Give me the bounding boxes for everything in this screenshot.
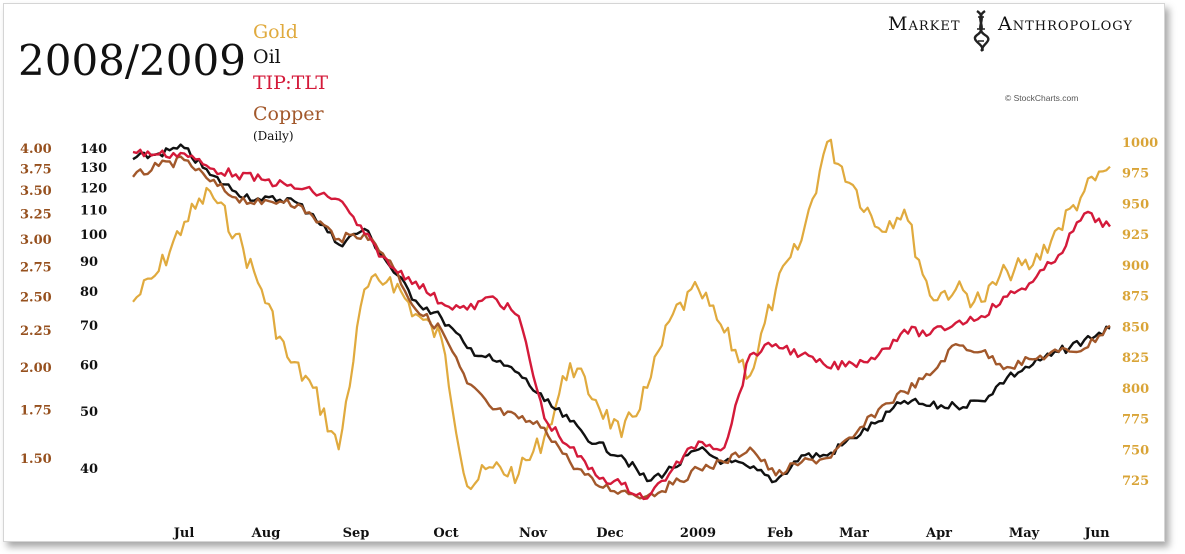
- x-tick-label: Aug: [251, 526, 281, 541]
- oil-tick-label: 140: [80, 142, 107, 157]
- series-line-copper: [132, 155, 1111, 500]
- chart-title: 2008/2009: [18, 36, 246, 85]
- copper-tick-label: 4.00: [20, 142, 52, 157]
- copper-tick-label: 2.25: [20, 324, 52, 339]
- oil-tick-label: 100: [80, 228, 107, 243]
- legend-tip-tlt: TIP:TLT: [253, 72, 328, 94]
- oil-tick-label: 130: [80, 161, 107, 176]
- copper-tick-label: 2.00: [20, 361, 52, 376]
- brand-word-1: Market: [888, 13, 961, 35]
- plot-area: [132, 138, 1111, 501]
- x-tick-label: Nov: [519, 526, 548, 541]
- series-line-gold: [132, 138, 1111, 491]
- gold-tick-label: 900: [1122, 259, 1149, 274]
- legend: Gold Oil TIP:TLT Copper: [253, 21, 328, 125]
- x-tick-label: Feb: [767, 526, 793, 541]
- copper-tick-label: 1.75: [20, 403, 52, 418]
- gold-tick-label: 1000: [1122, 136, 1158, 151]
- x-tick-label: Dec: [596, 526, 624, 541]
- x-tick-label: Jun: [1083, 526, 1110, 541]
- oil-tick-label: 120: [80, 181, 107, 196]
- legend-oil: Oil: [253, 46, 281, 68]
- copper-tick-label: 3.75: [20, 162, 52, 177]
- gold-tick-label: 725: [1122, 474, 1149, 489]
- gold-tick-label: 825: [1122, 351, 1149, 366]
- gold-tick-label: 800: [1122, 382, 1149, 397]
- gold-tick-label: 850: [1122, 320, 1149, 335]
- gold-tick-label: 875: [1122, 290, 1149, 305]
- series-line-oil: [132, 143, 1111, 484]
- copper-tick-label: 3.50: [20, 184, 52, 199]
- oil-tick-label: 70: [80, 319, 98, 334]
- oil-tick-label: 110: [80, 204, 107, 219]
- gold-tick-label: 750: [1122, 443, 1149, 458]
- chart-frame: [3, 3, 1165, 542]
- x-axis: Jul Aug Sep Oct Nov Dec 2009 Feb Mar Apr May Jun: [173, 526, 1110, 541]
- gold-axis: 1000 975 950 925 900 875 850 825 800 775 750 725: [1122, 136, 1158, 489]
- legend-copper: Copper: [253, 103, 325, 125]
- dna-helix-icon: [973, 10, 990, 52]
- chart-subtitle: (Daily): [253, 129, 294, 143]
- x-tick-label: Jul: [173, 526, 195, 541]
- x-tick-label: 2009: [680, 526, 716, 541]
- x-tick-label: Sep: [343, 526, 370, 541]
- gold-tick-label: 775: [1122, 413, 1149, 428]
- x-tick-label: May: [1009, 526, 1040, 541]
- gold-tick-label: 950: [1122, 197, 1149, 212]
- copper-tick-label: 1.50: [20, 452, 52, 467]
- copper-tick-label: 3.00: [20, 233, 52, 248]
- oil-tick-label: 50: [80, 405, 98, 420]
- oil-tick-label: 60: [80, 358, 98, 373]
- oil-tick-label: 40: [80, 462, 98, 477]
- oil-axis: 140 130 120 110 100 90 80 70 60 50 40: [80, 142, 107, 477]
- stockcharts-credit: © StockCharts.com: [1005, 93, 1078, 103]
- brand-word-2: Anthropology: [997, 13, 1133, 35]
- gold-tick-label: 975: [1122, 167, 1149, 182]
- legend-gold: Gold: [253, 21, 298, 43]
- oil-tick-label: 90: [80, 255, 98, 270]
- gold-tick-label: 925: [1122, 228, 1149, 243]
- oil-tick-label: 80: [80, 285, 98, 300]
- x-tick-label: Apr: [925, 526, 952, 541]
- x-tick-label: Mar: [839, 526, 869, 541]
- copper-tick-label: 2.50: [20, 291, 52, 306]
- copper-axis: 4.00 3.75 3.50 3.25 3.00 2.75 2.50 2.25 2.00 1.75…: [20, 142, 52, 467]
- copper-tick-label: 2.75: [20, 260, 52, 275]
- series-line-tip-tlt: [132, 148, 1111, 501]
- copper-tick-label: 3.25: [20, 208, 52, 223]
- x-tick-label: Oct: [433, 526, 458, 541]
